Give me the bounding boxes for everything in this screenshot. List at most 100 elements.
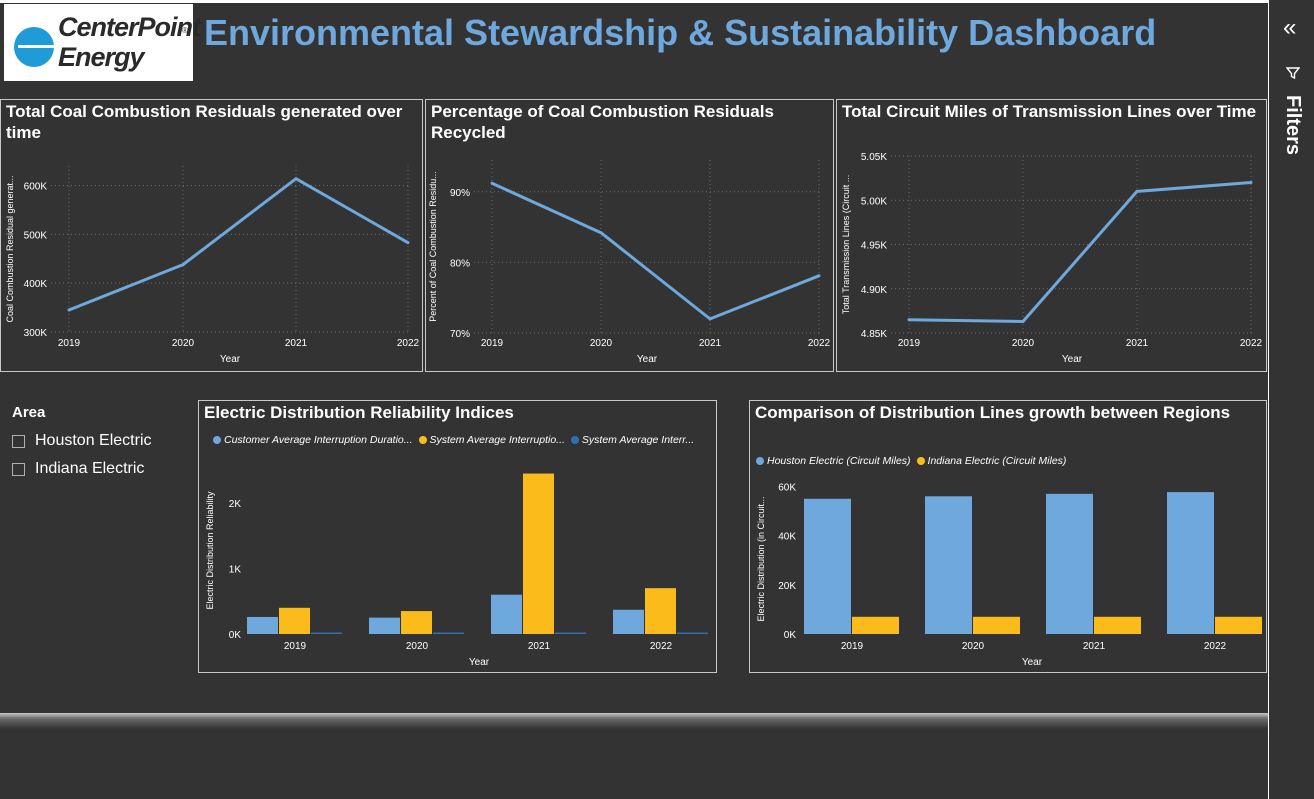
bar — [433, 632, 464, 634]
y-tick-label: 300K — [24, 328, 48, 339]
x-tick-label: 2021 — [1126, 338, 1149, 349]
top-border — [0, 0, 1268, 3]
slicer-option-houston-electric[interactable]: Houston Electric — [12, 427, 182, 455]
legend-item[interactable]: Indiana Electric (Circuit Miles) — [916, 455, 1066, 467]
x-tick-label: 2020 — [172, 338, 195, 349]
data-point — [294, 177, 298, 181]
data-point — [1021, 319, 1025, 323]
x-tick-label: 2019 — [841, 641, 864, 652]
x-axis-title: Year — [469, 657, 490, 668]
bar — [677, 632, 708, 634]
y-tick-label: 500K — [24, 230, 48, 241]
y-tick-label: 2K — [229, 499, 242, 510]
bar — [1215, 616, 1262, 634]
legend-dot — [756, 457, 764, 465]
legend-item[interactable]: System Average Interr... — [570, 434, 695, 446]
x-tick-label: 2020 — [590, 338, 613, 349]
data-point — [1135, 189, 1139, 193]
bar — [1167, 492, 1214, 634]
x-tick-label: 2022 — [808, 338, 831, 349]
page-title: Environmental Stewardship & Sustainabili… — [204, 12, 1157, 53]
bar — [523, 473, 554, 634]
x-tick-label: 2020 — [1012, 338, 1035, 349]
y-tick-label: 600K — [24, 182, 48, 193]
y-tick-label: 60K — [778, 482, 796, 493]
chart-legend: Houston Electric (Circuit Miles) Indiana … — [756, 455, 1072, 467]
legend-label: Customer Average Interruption Duratio... — [224, 434, 413, 446]
bar — [613, 609, 644, 634]
checkbox[interactable] — [12, 434, 25, 448]
y-tick-label: 40K — [778, 532, 796, 543]
bar — [311, 632, 342, 634]
y-tick-label: 90% — [450, 188, 470, 199]
x-tick-label: 2019 — [481, 338, 504, 349]
data-point — [490, 181, 494, 185]
x-tick-label: 2022 — [650, 641, 673, 652]
x-tick-label: 2020 — [406, 641, 429, 652]
chart-transmission-miles[interactable]: Total Circuit Miles of Transmission Line… — [836, 99, 1267, 372]
legend-label: System Average Interruptio... — [429, 434, 565, 446]
bar — [369, 617, 400, 634]
chart-title: Total Coal Combustion Residuals generate… — [6, 102, 403, 142]
logo-registered-mark: ® — [182, 26, 188, 35]
legend-item[interactable]: Houston Electric (Circuit Miles) — [756, 455, 911, 467]
logo-text-line1: CenterPoint — [58, 12, 201, 42]
y-tick-label: 70% — [450, 329, 470, 340]
bar — [925, 496, 972, 634]
data-point — [1249, 181, 1253, 185]
series-line — [68, 177, 409, 312]
chart-distribution-growth[interactable]: Comparison of Distribution Lines growth … — [749, 400, 1267, 673]
chart-ccr-recycled-plot: 70% 80% 90% Percent of Coal Combustion Resi… — [428, 160, 831, 365]
company-logo: CenterPoint Energy ® — [4, 4, 201, 81]
y-tick-label: 4.95K — [861, 241, 887, 252]
checkbox[interactable] — [12, 462, 25, 476]
bar — [401, 611, 432, 634]
funnel-icon — [1285, 66, 1301, 83]
y-tick-label: 4.90K — [861, 285, 887, 296]
filters-pane[interactable]: « Filters — [1268, 0, 1314, 799]
slicer-option-indiana-electric[interactable]: Indiana Electric — [12, 455, 182, 483]
series-line — [908, 181, 1252, 323]
bar — [279, 607, 310, 634]
filters-label: Filters — [1282, 95, 1304, 156]
x-tick-label: 2019 — [898, 338, 921, 349]
area-slicer: Area Houston Electric Indiana Electric — [12, 404, 182, 483]
logo-text-line2: Energy — [58, 42, 145, 72]
data-point — [817, 274, 821, 278]
data-point — [599, 231, 603, 235]
chart-ccr-generated-plot: 300K 400K 500K 600K Coal Combustion Residual… — [5, 166, 420, 365]
chart-legend: Customer Average Interruption Duratio...… — [213, 434, 700, 446]
legend-item[interactable]: System Average Interruptio... — [418, 434, 565, 446]
bar — [1094, 616, 1141, 634]
y-tick-label: 4.85K — [861, 329, 887, 340]
y-tick-label: 0K — [229, 630, 242, 641]
x-tick-label: 2019 — [58, 338, 81, 349]
x-tick-label: 2022 — [1240, 338, 1263, 349]
x-tick-label: 2020 — [962, 641, 985, 652]
x-axis-title: Year — [1022, 657, 1043, 668]
x-tick-label: 2022 — [397, 338, 420, 349]
legend-label: Houston Electric (Circuit Miles) — [767, 455, 911, 467]
chart-ccr-recycled[interactable]: Percentage of Coal Combustion Residuals … — [425, 99, 834, 372]
bar — [804, 498, 851, 634]
chart-ccr-generated[interactable]: Total Coal Combustion Residuals generate… — [0, 99, 423, 372]
legend-item[interactable]: Customer Average Interruption Duratio... — [213, 434, 413, 446]
bar — [247, 616, 278, 634]
y-tick-label: 0K — [784, 630, 797, 641]
y-tick-label: 20K — [778, 581, 796, 592]
data-point — [67, 308, 71, 312]
x-tick-label: 2019 — [284, 641, 307, 652]
chart-reliability-indices[interactable]: Electric Distribution Reliability Indice… — [198, 400, 717, 673]
double-chevron-left-icon[interactable]: « — [1283, 14, 1297, 41]
data-point — [708, 317, 712, 321]
x-tick-label: 2021 — [285, 338, 308, 349]
series-line — [491, 181, 820, 321]
x-tick-label: 2021 — [528, 641, 551, 652]
logo-streak — [18, 45, 62, 48]
legend-label: System Average Interr... — [581, 434, 695, 446]
chart-title: Electric Distribution Reliability Indice… — [204, 403, 514, 422]
x-axis-title: Year — [220, 354, 241, 365]
y-axis-title: Electric Distribution (in Circuit... — [756, 496, 766, 621]
bar — [645, 588, 676, 634]
y-tick-label: 5.05K — [861, 152, 887, 163]
